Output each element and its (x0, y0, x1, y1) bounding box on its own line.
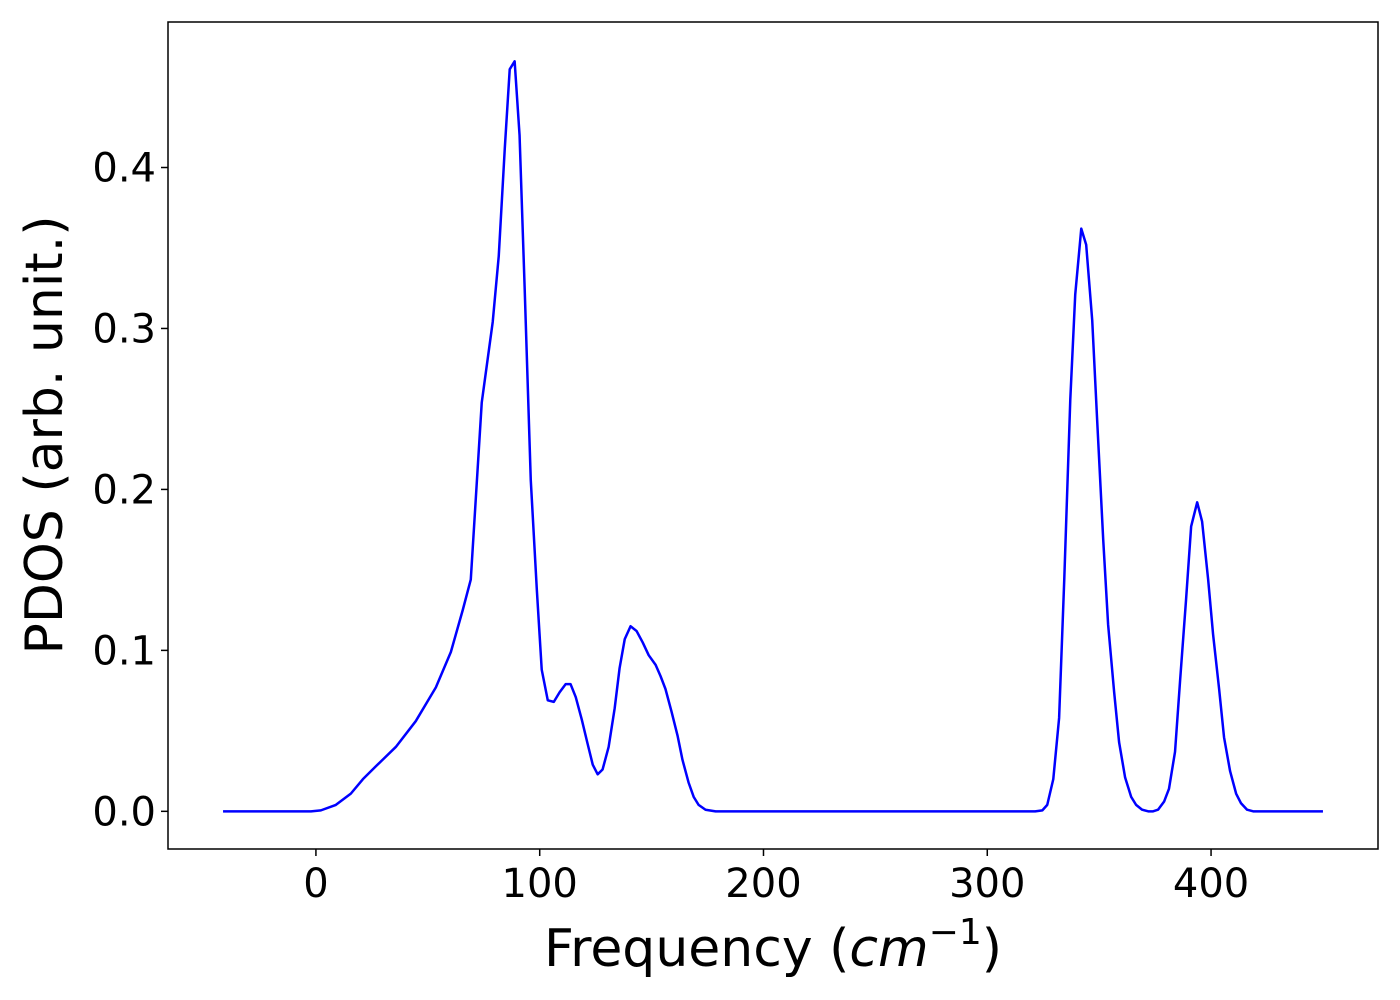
y-tick-label: 0.4 (92, 146, 156, 192)
x-label-text: Frequency ( (544, 919, 849, 979)
plot-frame (167, 21, 1379, 850)
y-tick-label: 0.0 (92, 789, 156, 835)
x-tick-label: 300 (949, 861, 1025, 907)
x-tick-label: 0 (303, 861, 328, 907)
x-tick-label: 400 (1173, 861, 1249, 907)
x-tick-label: 100 (502, 861, 578, 907)
x-label-close: ) (982, 919, 1002, 979)
x-tick-label: 200 (725, 861, 801, 907)
x-label-math: cm (849, 919, 928, 979)
data-line (223, 60, 1323, 813)
y-axis-label: PDOS (arb. unit.) (15, 215, 75, 654)
y-tick-label: 0.2 (92, 467, 156, 513)
x-label-sup: −1 (929, 912, 982, 953)
x-axis-label: Frequency (cm−1) (544, 912, 1002, 979)
y-tick-label: 0.1 (92, 628, 156, 674)
y-tick-label: 0.3 (92, 306, 156, 352)
